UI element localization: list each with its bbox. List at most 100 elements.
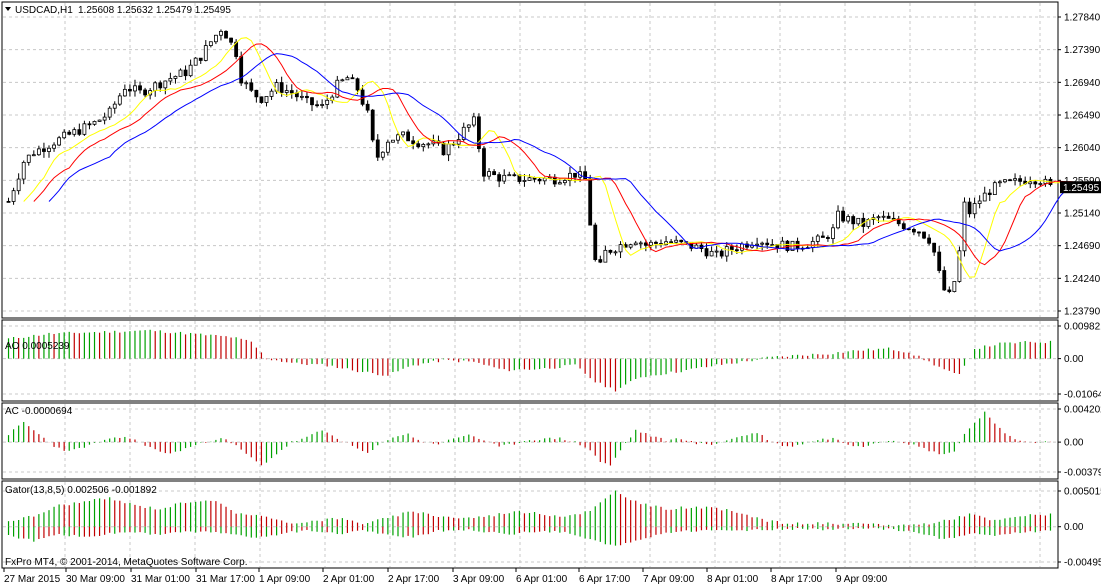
ohlc-values: 1.25608 1.25632 1.25479 1.25495 (78, 5, 231, 16)
price-panel[interactable] (6, 29, 1091, 294)
ma-fast-line (23, 37, 1066, 278)
candle-body (365, 103, 370, 111)
x-tick-label: 1 Apr 09:00 (259, 574, 311, 585)
x-tick-label: 30 Mar 09:00 (66, 574, 125, 585)
candle-body (87, 123, 92, 126)
panel-frames (1, 1, 1059, 569)
x-tick-label: 8 Apr 17:00 (771, 574, 823, 585)
y-tick-label: 1.27390 (1064, 45, 1101, 56)
candle-body (441, 142, 446, 156)
candle-body (178, 69, 183, 77)
x-tick-label: 6 Apr 17:00 (579, 574, 631, 585)
candle-body (942, 270, 947, 291)
candle-body (740, 243, 744, 251)
candle-body (466, 124, 471, 128)
ac-frame (1, 402, 1059, 480)
candle-body (613, 251, 618, 254)
dropdown-triangle-icon[interactable] (5, 7, 11, 11)
candle-body (112, 103, 117, 109)
ao-panel[interactable] (7, 329, 1052, 392)
candle-body (219, 30, 223, 36)
candle-body (901, 223, 906, 230)
ac-panel[interactable] (7, 411, 1052, 466)
candle-body (881, 215, 886, 218)
candle-body (1028, 181, 1033, 185)
y-tick-label: 0.004202 (1064, 405, 1101, 416)
candle-body (305, 95, 309, 99)
y-tick-label: 1.23790 (1064, 307, 1101, 318)
candle-body (1013, 178, 1017, 181)
current-price-badge: 1.25495 (1060, 181, 1101, 194)
candle-body (831, 227, 835, 239)
y-tick-label: 0.00 (1064, 522, 1084, 533)
x-tick-label: 2 Apr 01:00 (323, 574, 375, 585)
candle-body (264, 96, 269, 103)
candle-body (57, 137, 62, 146)
candle-body (244, 82, 249, 85)
candle-body (593, 224, 598, 260)
candle-body (648, 241, 653, 246)
candle-body (836, 210, 840, 229)
candle-body (239, 56, 244, 84)
candle-body (734, 249, 739, 252)
moving-averages (23, 37, 1091, 278)
x-tick-label: 31 Mar 17:00 (196, 574, 255, 585)
candle-body (355, 78, 360, 91)
candle-body (214, 34, 218, 43)
candle-body (507, 174, 512, 177)
symbol-title: USDCAD,H1 (15, 5, 73, 16)
candle-body (669, 241, 674, 244)
candle-body (208, 41, 213, 46)
candle-body (654, 241, 658, 244)
candle-body (188, 64, 193, 77)
candle-body (284, 90, 289, 93)
candle-body (638, 242, 643, 245)
candle-body (52, 144, 56, 149)
candle-body (92, 121, 97, 125)
x-tick-label: 27 Mar 2015 (4, 574, 61, 585)
candle-body (851, 216, 856, 225)
candle-body (259, 96, 264, 103)
x-tick-label: 6 Apr 01:00 (516, 574, 568, 585)
candle-body (224, 30, 228, 39)
candle-body (588, 178, 593, 226)
candle-body (952, 281, 957, 292)
gator-panel[interactable] (7, 490, 1052, 546)
candle-body (153, 82, 158, 91)
x-tick-label: 9 Apr 09:00 (836, 574, 888, 585)
candle-body (967, 201, 972, 215)
candle-body (770, 244, 775, 246)
candle-body (982, 192, 987, 202)
candle-body (426, 143, 431, 146)
y-tick-label: 1.26940 (1064, 78, 1101, 89)
y-tick-label: 1.25140 (1064, 209, 1101, 220)
candle-body (128, 88, 132, 92)
candle-body (552, 176, 557, 185)
candle-body (143, 89, 147, 96)
current-price-value: 1.25495 (1063, 183, 1100, 194)
candle-body (820, 235, 825, 238)
candle-body (522, 180, 527, 182)
candle-body (11, 190, 16, 202)
y-tick-label: 1.24240 (1064, 274, 1101, 285)
candle-body (203, 45, 208, 61)
candle-body (375, 139, 380, 158)
candle-body (755, 243, 760, 246)
candle-body (765, 242, 770, 246)
candle-body (608, 249, 613, 253)
candle-body (62, 131, 67, 139)
candle-body (31, 154, 36, 157)
candle-body (117, 95, 122, 105)
candle-body (674, 239, 679, 243)
symbol-header: USDCAD,H1 1.25608 1.25632 1.25479 1.2549… (5, 5, 231, 16)
candle-body (497, 174, 502, 182)
candle-body (269, 90, 274, 97)
ma-mid-line (33, 43, 1076, 266)
candle-body (886, 215, 891, 219)
price-frame (1, 1, 1059, 319)
candle-body (173, 75, 178, 79)
x-tick-label: 31 Mar 01:00 (131, 574, 190, 585)
candle-body (345, 77, 350, 81)
candle-body (310, 97, 314, 106)
